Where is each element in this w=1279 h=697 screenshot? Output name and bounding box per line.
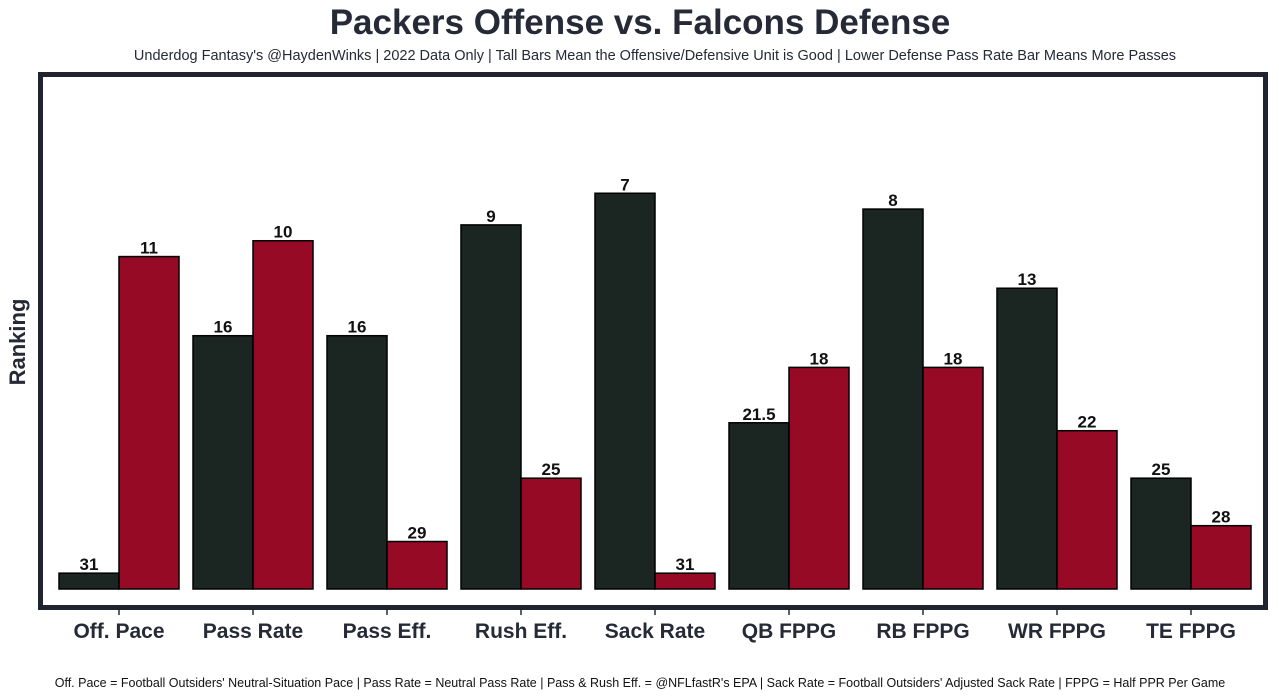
- data-label: 7: [620, 175, 629, 194]
- x-tick-label: Rush Eff.: [475, 620, 567, 643]
- data-label: 28: [1212, 508, 1231, 527]
- data-label: 18: [810, 349, 829, 368]
- data-label: 31: [80, 555, 99, 574]
- data-label: 13: [1018, 270, 1037, 289]
- data-label: 11: [140, 239, 158, 258]
- defense-bar-3: [520, 477, 582, 590]
- defense-bar-0: [118, 255, 180, 590]
- defense-bar-6: [922, 366, 984, 590]
- data-label: 8: [888, 191, 897, 210]
- offense-bar-4: [594, 192, 656, 590]
- x-tick-label: TE FPPG: [1146, 620, 1236, 643]
- chart-footer: Off. Pace = Football Outsiders' Neutral-…: [55, 676, 1226, 690]
- chart-subtitle: Underdog Fantasy's @HaydenWinks | 2022 D…: [134, 48, 1176, 64]
- offense-bar-2: [326, 334, 388, 590]
- data-label: 29: [408, 524, 427, 543]
- plot-frame: [38, 72, 1268, 610]
- defense-bar-2: [386, 540, 448, 590]
- defense-bar-4: [654, 572, 716, 590]
- offense-bar-5: [728, 422, 790, 590]
- data-label: 9: [486, 207, 495, 226]
- data-label: 25: [1152, 460, 1171, 479]
- data-label: 25: [542, 460, 561, 479]
- offense-bar-0: [58, 572, 120, 590]
- defense-bar-1: [252, 239, 314, 590]
- x-tick-label: Off. Pace: [73, 620, 164, 643]
- chart-title: Packers Offense vs. Falcons Defense: [330, 3, 951, 42]
- x-tick-label: WR FPPG: [1008, 620, 1106, 643]
- x-tick-label: QB FPPG: [742, 620, 837, 643]
- defense-bar-5: [788, 366, 850, 590]
- data-label: 16: [348, 318, 367, 337]
- offense-bar-8: [1130, 477, 1192, 590]
- data-label: 31: [676, 555, 695, 574]
- data-label: 21.5: [742, 405, 775, 424]
- defense-bar-7: [1056, 429, 1118, 590]
- y-axis-label: Ranking: [5, 299, 30, 386]
- offense-bar-7: [996, 287, 1058, 590]
- offense-bar-6: [862, 208, 924, 590]
- offense-bar-1: [192, 334, 254, 590]
- x-tick-label: Sack Rate: [605, 620, 705, 643]
- data-label: 10: [274, 223, 293, 242]
- data-label: 22: [1078, 413, 1097, 432]
- offense-bar-3: [460, 224, 522, 590]
- x-tick-label: RB FPPG: [876, 620, 969, 643]
- data-label: 16: [214, 318, 233, 337]
- defense-bar-8: [1190, 524, 1252, 590]
- data-label: 18: [944, 349, 963, 368]
- x-tick-label: Pass Eff.: [343, 620, 432, 643]
- x-tick-label: Pass Rate: [203, 620, 303, 643]
